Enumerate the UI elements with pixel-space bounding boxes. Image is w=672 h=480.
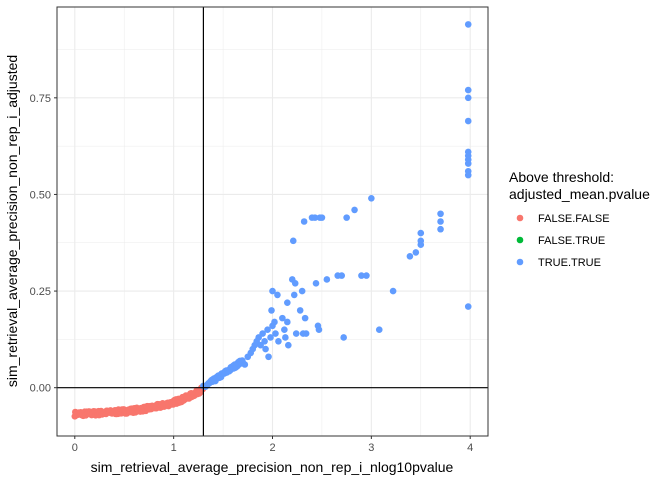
data-point	[412, 249, 420, 256]
data-point	[351, 206, 358, 214]
data-point	[275, 338, 282, 345]
data-point	[241, 361, 249, 368]
legend: Above threshold: adjusted_mean.pvalue FA…	[509, 169, 650, 269]
data-point	[259, 330, 266, 337]
x-axis: 0 1 2 3 4	[72, 436, 473, 454]
data-point	[282, 334, 289, 341]
data-point	[274, 291, 281, 299]
data-point	[267, 334, 274, 341]
data-point	[464, 167, 472, 175]
data-point	[289, 237, 297, 245]
data-point	[464, 117, 472, 125]
data-point	[340, 334, 347, 341]
data-point	[464, 21, 472, 28]
y-tick-label: 0.25	[30, 286, 51, 298]
data-point	[302, 330, 310, 337]
legend-title-line2: adjusted_mean.pvalue	[509, 186, 650, 202]
data-point	[338, 272, 345, 279]
data-point	[375, 326, 383, 334]
data-point	[437, 218, 444, 225]
legend-key	[516, 214, 524, 222]
x-tick-label: 1	[171, 442, 177, 454]
data-point	[323, 276, 331, 283]
x-tick-label: 3	[368, 442, 374, 454]
data-points	[71, 21, 472, 420]
legend-label: TRUE.TRUE	[538, 257, 601, 269]
x-tick-label: 2	[269, 442, 275, 454]
data-point	[368, 195, 375, 202]
data-point	[363, 272, 370, 279]
y-tick-label: 0.00	[30, 383, 51, 395]
data-point	[281, 326, 288, 334]
data-point	[268, 307, 275, 314]
data-point	[284, 318, 291, 326]
y-tick-label: 0.75	[30, 93, 51, 105]
data-point	[437, 210, 444, 218]
data-point	[296, 307, 304, 314]
data-point	[417, 229, 425, 237]
data-point	[464, 86, 472, 94]
legend-entries: FALSE.FALSE FALSE.TRUE TRUE.TRUE	[516, 213, 610, 269]
data-point	[437, 225, 444, 233]
data-point	[389, 287, 397, 295]
x-tick-label: 4	[467, 442, 473, 454]
data-point	[269, 287, 276, 295]
data-point	[261, 338, 268, 345]
reference-lines	[57, 7, 488, 436]
legend-label: FALSE.TRUE	[538, 235, 605, 247]
data-point	[292, 330, 300, 337]
data-point	[285, 341, 292, 349]
data-point	[262, 345, 269, 353]
data-point	[464, 148, 472, 156]
data-point	[298, 287, 306, 295]
x-axis-title: sim_retrieval_average_precision_non_rep_…	[91, 459, 454, 475]
data-point	[417, 237, 425, 245]
y-axis: 0.00 0.25 0.50 0.75	[30, 93, 57, 395]
data-point	[301, 314, 309, 322]
data-point	[464, 303, 472, 310]
data-point	[279, 314, 286, 322]
data-point	[271, 318, 278, 326]
data-point	[284, 299, 291, 306]
data-point	[300, 218, 308, 225]
legend-label: FALSE.FALSE	[538, 213, 610, 225]
data-point	[312, 280, 320, 287]
data-point	[318, 214, 326, 221]
legend-key	[516, 258, 524, 266]
data-point	[343, 214, 350, 221]
legend-key	[516, 236, 524, 244]
y-tick-label: 0.50	[30, 189, 51, 201]
data-point	[406, 252, 414, 260]
data-point	[291, 280, 299, 287]
y-axis-title: sim_retrieval_average_precision_non_rep_…	[4, 55, 20, 387]
data-point	[315, 326, 323, 334]
data-point	[290, 291, 298, 299]
legend-title-line1: Above threshold:	[509, 169, 614, 185]
x-tick-label: 0	[72, 442, 78, 454]
data-point	[265, 353, 272, 361]
data-point	[272, 330, 279, 337]
data-point	[464, 94, 472, 102]
data-point	[264, 326, 271, 334]
data-point	[358, 272, 365, 279]
data-point	[311, 214, 319, 221]
